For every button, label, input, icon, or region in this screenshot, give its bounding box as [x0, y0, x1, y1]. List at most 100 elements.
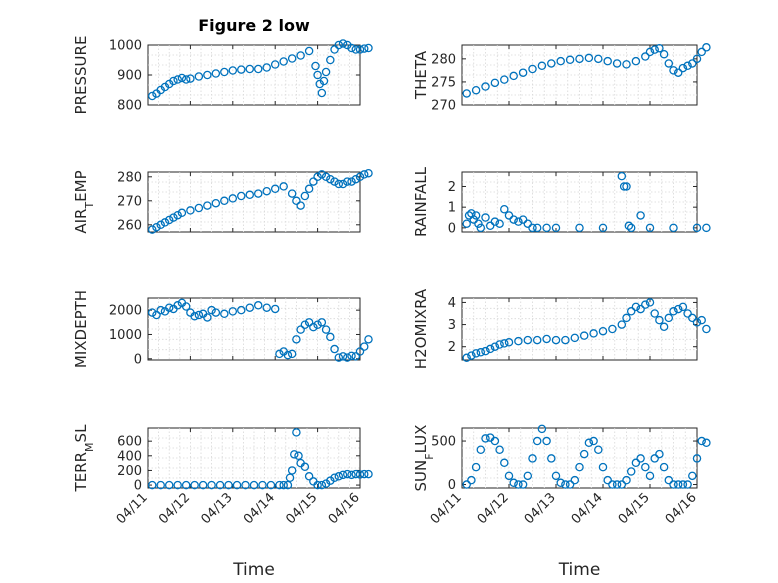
data-point — [220, 309, 229, 319]
y-axis-label: AIRTEMP — [72, 170, 96, 233]
y-tick-label: 500 — [431, 435, 456, 450]
data-point — [317, 480, 327, 490]
data-point — [490, 436, 500, 446]
data-point — [147, 480, 157, 490]
data-point — [598, 462, 608, 472]
data-point — [152, 310, 161, 320]
data-point — [283, 350, 293, 360]
data-point — [347, 470, 356, 480]
data-point — [279, 182, 288, 191]
data-point — [313, 480, 322, 490]
data-point — [617, 171, 627, 181]
data-point — [359, 469, 369, 479]
x-tick-label: 04/13 — [522, 490, 559, 527]
data-point — [692, 223, 702, 233]
data-point — [509, 71, 518, 81]
data-point — [164, 480, 174, 490]
data-point — [292, 196, 301, 206]
data-point — [194, 203, 204, 213]
data-point — [688, 313, 697, 323]
data-point — [594, 445, 603, 454]
data-point — [664, 475, 674, 485]
data-point — [211, 69, 221, 78]
data-point — [300, 320, 310, 329]
data-point — [570, 475, 580, 485]
data-point — [215, 480, 225, 490]
data-point — [532, 223, 542, 233]
data-point — [624, 221, 634, 231]
data-point — [655, 449, 664, 459]
data-point — [688, 471, 697, 481]
data-point — [495, 445, 504, 454]
data-point — [181, 480, 191, 490]
data-point — [575, 54, 584, 64]
data-point — [285, 473, 295, 483]
y-tick-label: 1 — [448, 201, 456, 216]
y-tick-label: 2 — [448, 340, 456, 355]
data-point — [343, 177, 352, 186]
y-tick-label: 1000 — [109, 328, 142, 343]
data-point — [237, 65, 246, 74]
data-point — [547, 454, 556, 463]
x-tick-label: 04/16 — [663, 490, 700, 527]
data-point — [504, 338, 514, 347]
data-point — [481, 213, 490, 222]
data-point — [364, 469, 373, 479]
data-point — [173, 75, 182, 84]
x-tick-label: 04/12 — [475, 490, 512, 527]
data-point — [211, 198, 221, 208]
data-point — [622, 475, 631, 485]
data-point — [683, 309, 692, 318]
data-point — [509, 215, 518, 224]
data-point — [598, 326, 608, 336]
data-point — [641, 462, 650, 472]
data-point — [156, 220, 165, 230]
data-point — [237, 305, 246, 315]
data-point — [500, 339, 509, 348]
data-point — [253, 64, 263, 74]
data-point — [485, 221, 495, 231]
chart-title: Figure 2 low — [198, 16, 310, 35]
data-point — [270, 184, 280, 194]
x-tick-label: 04/14 — [569, 490, 606, 527]
data-point — [262, 303, 271, 312]
data-point — [338, 39, 348, 48]
data-point — [224, 480, 233, 490]
data-point — [636, 304, 645, 314]
data-point — [697, 436, 706, 446]
data-point — [622, 182, 631, 191]
data-point — [321, 67, 331, 77]
y-axis-label: TERRMSL — [72, 424, 96, 493]
data-point — [622, 313, 631, 323]
data-point — [313, 172, 322, 182]
data-point — [556, 478, 565, 488]
data-point — [514, 480, 523, 489]
data-point — [241, 480, 250, 490]
data-point — [334, 40, 344, 50]
data-point — [343, 469, 352, 479]
data-point — [626, 307, 636, 316]
data-point — [471, 211, 481, 220]
data-point — [258, 480, 267, 490]
data-point — [313, 320, 322, 329]
data-point — [228, 194, 238, 203]
data-point — [467, 351, 476, 360]
data-point — [203, 313, 212, 322]
data-point — [556, 56, 565, 66]
data-point — [220, 196, 229, 206]
data-point — [279, 57, 288, 66]
data-point — [245, 64, 255, 74]
data-point — [198, 480, 208, 490]
data-point — [504, 211, 514, 220]
data-point — [462, 219, 471, 228]
data-point — [589, 436, 598, 446]
data-point — [608, 480, 617, 489]
y-tick-label: 3 — [448, 318, 456, 333]
data-point — [500, 204, 509, 214]
x-axis-label: Time — [558, 560, 601, 580]
data-point — [203, 70, 212, 80]
data-point — [245, 190, 255, 200]
y-axis-label: H2OMIXRA — [412, 288, 430, 369]
data-point — [287, 349, 297, 359]
